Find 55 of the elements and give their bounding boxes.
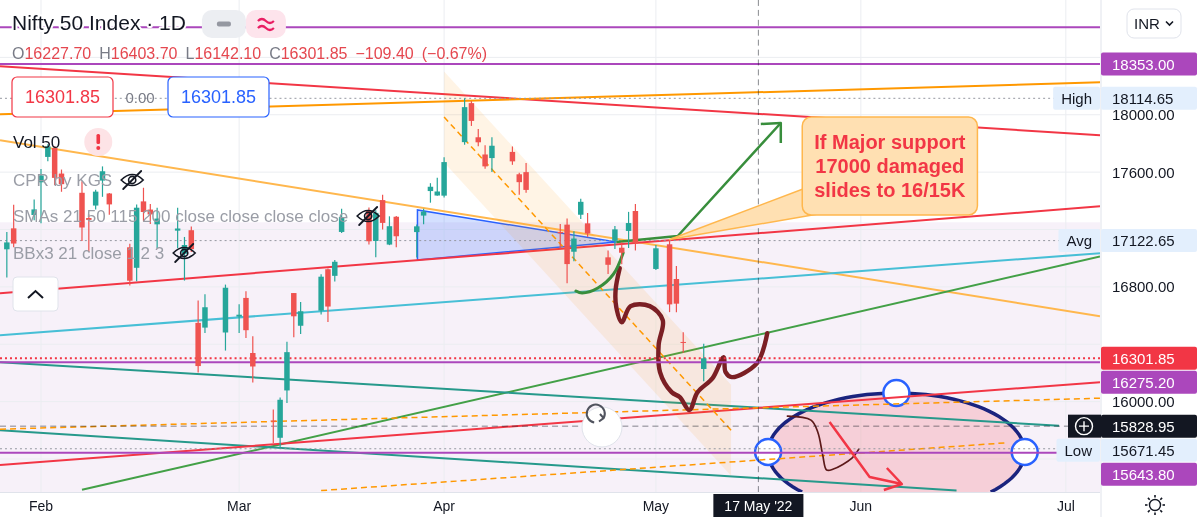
ref-line-label: 15643.80 bbox=[1112, 465, 1175, 483]
x-tick-label: May bbox=[642, 498, 670, 514]
candlestick bbox=[605, 249, 611, 275]
ref-line-label: 16301.85 bbox=[1112, 349, 1175, 367]
annotation: 16301.85 bbox=[180, 87, 257, 107]
ref-line-label: 17 May '22 bbox=[724, 498, 793, 514]
annotation: 0.00 bbox=[125, 88, 155, 106]
y-tick-label: 17600.00 bbox=[1112, 163, 1175, 181]
x-tick-label: Mar bbox=[227, 498, 252, 514]
y-tick-label: 16000.00 bbox=[1112, 393, 1175, 411]
candlestick bbox=[653, 244, 659, 271]
candlestick bbox=[379, 194, 386, 231]
candlestick bbox=[578, 198, 584, 220]
candlestick bbox=[700, 343, 707, 382]
candlestick bbox=[386, 215, 393, 246]
candlestick bbox=[270, 408, 277, 444]
candlestick bbox=[92, 189, 99, 211]
ref-line-label: 17122.65 bbox=[1112, 232, 1175, 250]
candlestick bbox=[332, 259, 338, 283]
candlestick bbox=[4, 231, 10, 279]
candlestick bbox=[202, 293, 208, 334]
y-tick-label: 18000.00 bbox=[1112, 106, 1175, 124]
ref-line-label: 18114.65 bbox=[1112, 89, 1174, 107]
ref-line-label: 15671.45 bbox=[1112, 441, 1175, 459]
x-tick-label: Apr bbox=[433, 498, 456, 514]
x-tick-label: Jun bbox=[849, 498, 873, 514]
candlestick bbox=[680, 331, 686, 354]
ref-line-label: 15828.95 bbox=[1112, 417, 1175, 435]
line-series bbox=[613, 266, 770, 413]
candlestick bbox=[297, 301, 304, 335]
candlestick bbox=[619, 241, 625, 265]
candlestick bbox=[482, 144, 488, 170]
candlestick bbox=[625, 211, 632, 249]
candlestick bbox=[291, 292, 297, 338]
annotation: If Major support 17000 damaged slides to 16/15K bbox=[814, 131, 966, 201]
candlestick bbox=[584, 212, 591, 238]
candlestick bbox=[250, 335, 256, 384]
text: O16227.70 H16403.70 L16142.10 C16301.85 −109.40 (−0.67%) bbox=[12, 45, 488, 62]
annotation: Low bbox=[1064, 441, 1093, 459]
candlestick bbox=[414, 223, 420, 259]
candlestick bbox=[571, 230, 577, 262]
line-series bbox=[786, 415, 860, 472]
ref-line-label: 18353.00 bbox=[1112, 55, 1175, 73]
candlestick bbox=[612, 225, 618, 250]
y-tick-label: 16800.00 bbox=[1112, 278, 1175, 296]
candlestick bbox=[236, 303, 242, 334]
x-tick-label: Jul bbox=[1056, 498, 1075, 514]
x-tick-label: Feb bbox=[28, 498, 54, 514]
ref-line-label: 16275.20 bbox=[1112, 373, 1175, 391]
annotation: 16301.85 bbox=[24, 87, 101, 107]
annotation: Avg bbox=[1066, 232, 1092, 250]
annotation: High bbox=[1061, 89, 1092, 107]
text: INR bbox=[1134, 15, 1160, 32]
candlestick bbox=[489, 136, 495, 173]
candlestick bbox=[468, 100, 475, 127]
